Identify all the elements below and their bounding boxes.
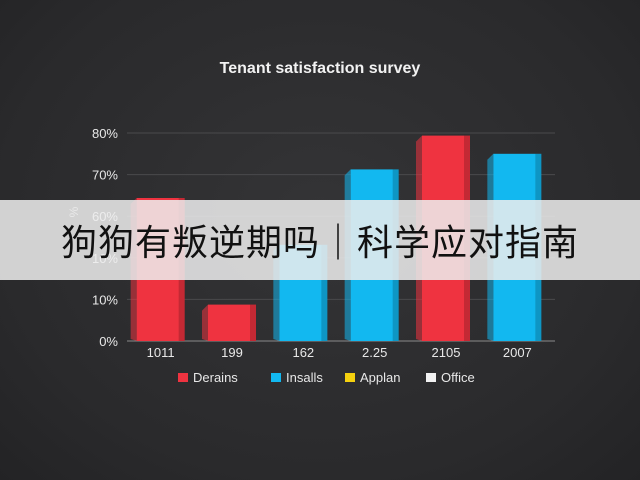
bar bbox=[208, 304, 256, 341]
chart-title: Tenant satisfaction survey bbox=[220, 60, 421, 77]
legend-label: Applan bbox=[360, 370, 400, 385]
caption-text: 狗狗有叛逆期吗｜科学应对指南 bbox=[60, 223, 579, 264]
x-tick-label: 2.25 bbox=[362, 345, 387, 360]
x-axis-ticks: 1011 199 162 2.25 2105 2007 bbox=[147, 345, 532, 360]
y-tick-label: 10% bbox=[92, 292, 118, 307]
bar-shade bbox=[321, 244, 328, 341]
x-tick-label: 199 bbox=[221, 345, 243, 360]
legend-swatch bbox=[271, 373, 281, 382]
x-tick-label: 2007 bbox=[503, 345, 532, 360]
y-tick-label: 70% bbox=[92, 168, 118, 183]
legend-label: Office bbox=[441, 370, 475, 385]
x-tick-label: 162 bbox=[292, 345, 314, 360]
legend: Derains Insalls Applan Office bbox=[178, 370, 475, 385]
legend-label: Insalls bbox=[286, 370, 323, 385]
x-tick-label: 1011 bbox=[147, 345, 175, 360]
y-tick-label: 80% bbox=[92, 126, 118, 141]
legend-swatch bbox=[345, 373, 355, 382]
bar-side bbox=[202, 304, 208, 341]
bar-shade bbox=[250, 304, 256, 341]
legend-swatch bbox=[426, 373, 436, 382]
caption-banner: 狗狗有叛逆期吗｜科学应对指南 bbox=[0, 200, 640, 280]
x-tick-label: 2105 bbox=[432, 345, 461, 360]
legend-label: Derains bbox=[193, 370, 238, 385]
y-tick-label: 0% bbox=[99, 334, 118, 349]
legend-swatch bbox=[178, 373, 188, 382]
